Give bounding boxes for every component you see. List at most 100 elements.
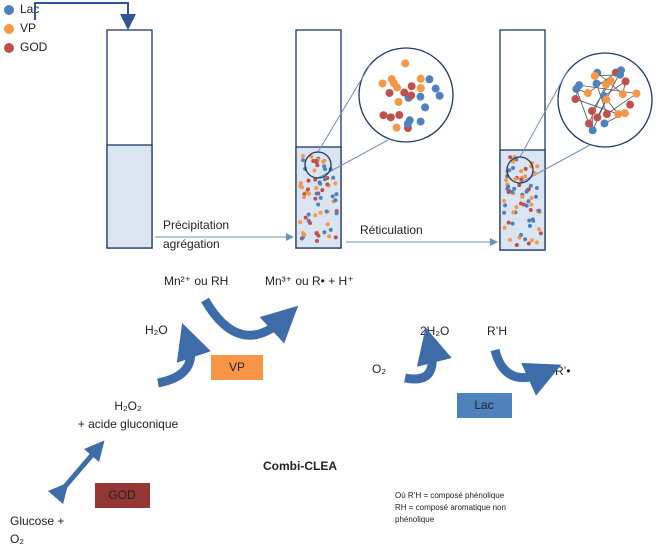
curved-arrow (201, 297, 299, 344)
enzyme-box (457, 393, 512, 418)
particle (523, 174, 528, 179)
particle (314, 158, 319, 163)
reactant: 2H₂O (420, 324, 449, 338)
particle (334, 211, 339, 216)
particle (512, 186, 517, 191)
crosslink (606, 93, 637, 115)
particle (333, 181, 338, 186)
particle (529, 238, 534, 243)
particle (325, 176, 330, 181)
particle (510, 221, 515, 226)
particle (306, 178, 311, 183)
particle (334, 192, 339, 197)
particle (602, 110, 611, 119)
particle (530, 217, 535, 222)
particle (615, 70, 624, 79)
particle (533, 194, 538, 199)
particle (529, 196, 534, 201)
particle (571, 95, 580, 104)
particle (400, 88, 409, 97)
particle (314, 191, 319, 196)
particle (526, 187, 531, 192)
enzyme-label: VP (229, 360, 245, 374)
particle (314, 231, 319, 236)
particle (385, 88, 394, 97)
particle (308, 220, 313, 225)
particle (519, 201, 524, 206)
reactant: Mn³⁺ ou R• + H⁺ (265, 274, 354, 288)
zoom-spot (506, 156, 534, 184)
footnote: RH = composé aromatique non (395, 503, 506, 512)
step-label: Précipitation (163, 218, 229, 232)
particle (517, 183, 522, 188)
reactant: + acide gluconique (78, 417, 179, 431)
particle (416, 92, 425, 101)
particle (618, 90, 627, 99)
particle (302, 232, 307, 237)
particle (301, 158, 306, 163)
particle (506, 184, 511, 189)
particle (401, 59, 410, 68)
particle (507, 168, 512, 173)
particle (405, 116, 414, 125)
particle (520, 194, 525, 199)
legend-dot (4, 5, 14, 15)
particle (330, 194, 335, 199)
particle (320, 188, 325, 193)
particle (510, 190, 515, 195)
particle (528, 207, 533, 212)
particle (508, 155, 513, 160)
particle (416, 74, 425, 83)
legend-label: Lac (20, 2, 39, 16)
particle (394, 97, 403, 106)
curved-arrow (157, 322, 211, 388)
particle (305, 187, 310, 192)
particle (614, 110, 623, 119)
particle (303, 215, 308, 220)
legend-label: VP (20, 21, 36, 35)
legend-label: GOD (20, 40, 48, 54)
particle (527, 218, 532, 223)
legend-dot (4, 43, 14, 53)
particle (537, 208, 542, 213)
particle (324, 209, 329, 214)
particle (534, 186, 539, 191)
enzyme-box (95, 483, 150, 508)
particle (392, 123, 401, 132)
particle (602, 95, 611, 104)
particle (514, 242, 519, 247)
particle (306, 212, 311, 217)
particle (309, 154, 314, 159)
particle (632, 89, 641, 98)
particle (537, 227, 542, 232)
arrow (34, 2, 136, 30)
particle (313, 196, 318, 201)
crosslink (576, 88, 590, 124)
particle (584, 119, 593, 128)
particle (529, 202, 534, 207)
crosslink (587, 72, 617, 94)
particle (328, 227, 333, 232)
particle (317, 180, 322, 185)
curved-arrow (490, 348, 562, 396)
particle (416, 117, 425, 126)
particle (302, 195, 307, 200)
particle (592, 79, 601, 88)
particle (502, 210, 507, 215)
particle (333, 235, 338, 240)
enzyme-label: GOD (108, 488, 136, 502)
particle (511, 210, 516, 215)
crosslink (603, 81, 626, 97)
particle (502, 225, 507, 230)
particle (314, 185, 319, 190)
reactant: O₂ (10, 532, 24, 546)
particle (316, 202, 321, 207)
particle (298, 220, 303, 225)
particle (593, 113, 602, 122)
particle (538, 231, 543, 236)
particle (322, 230, 327, 235)
particle (313, 213, 318, 218)
particle (435, 91, 444, 100)
particle (526, 199, 531, 204)
reactant: Glucose + (10, 514, 64, 528)
